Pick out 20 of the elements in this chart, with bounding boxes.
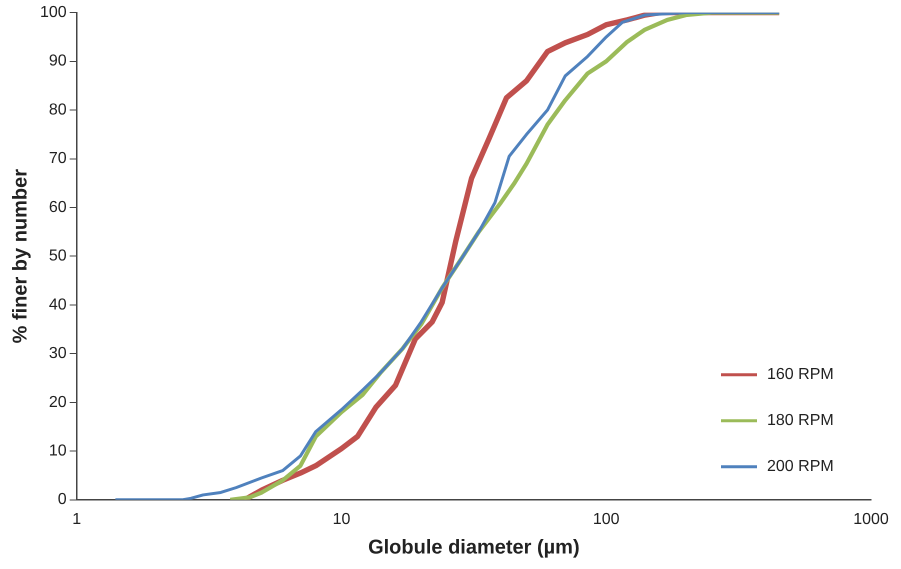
x-tick-label: 100 [592, 510, 620, 528]
legend-label: 200 RPM [767, 458, 834, 476]
y-tick-label: 50 [48, 248, 67, 265]
y-tick-label: 70 [48, 150, 67, 168]
y-tick-label: 10 [48, 442, 67, 460]
y-tick-label: 90 [48, 52, 67, 70]
y-tick-label: 40 [48, 296, 67, 314]
y-tick-label: 0 [58, 491, 67, 508]
legend-label: 160 RPM [767, 366, 834, 384]
y-tick-label: 60 [48, 198, 67, 216]
x-axis-title: Globule diameter (µm) [368, 536, 580, 559]
legend-label: 180 RPM [767, 412, 834, 430]
x-tick-label: 1000 [853, 510, 889, 528]
y-tick-label: 20 [48, 394, 67, 411]
y-tick-label: 80 [48, 101, 67, 118]
x-tick-label: 1 [72, 510, 82, 528]
y-tick-label: 30 [48, 345, 67, 362]
y-axis-title: % finer by number [10, 168, 32, 344]
y-tick-label: 100 [40, 4, 67, 22]
x-tick-label: 10 [332, 510, 350, 528]
